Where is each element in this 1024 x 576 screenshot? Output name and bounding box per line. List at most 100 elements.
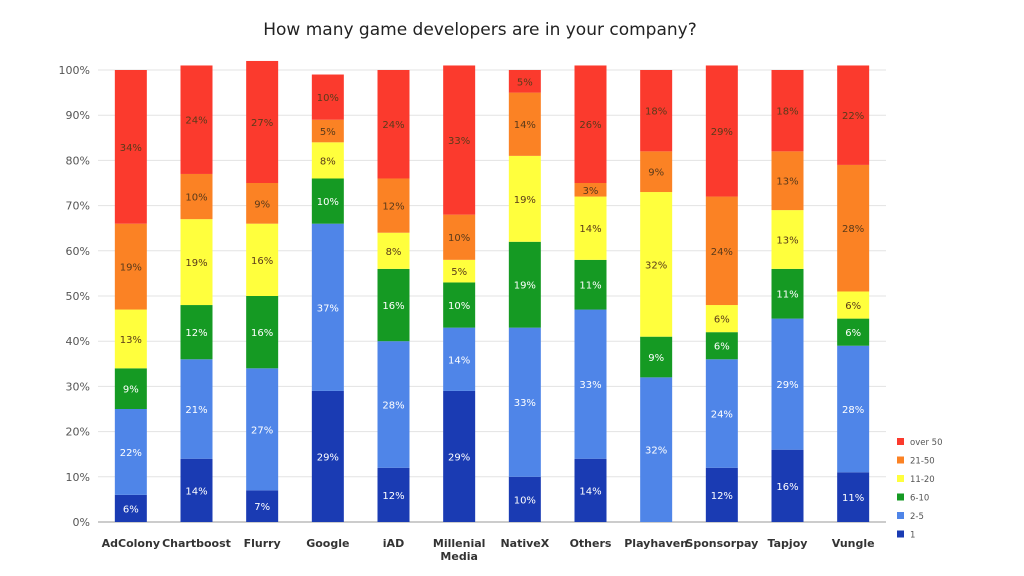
- bar-segment: [180, 458, 213, 522]
- bar-segment: [508, 92, 541, 156]
- y-tick-label: 30%: [66, 380, 90, 393]
- data-label: 29%: [776, 380, 798, 391]
- data-label: 33%: [579, 380, 601, 391]
- data-label: 27%: [251, 118, 273, 129]
- bar-segment: [377, 341, 410, 468]
- data-label: 6%: [123, 504, 139, 515]
- bar-segment: [443, 390, 476, 522]
- data-label: 19%: [514, 195, 536, 206]
- bar-segment: [508, 327, 541, 477]
- data-label: 14%: [579, 224, 601, 235]
- bar-segment: [443, 282, 476, 328]
- data-label: 8%: [320, 156, 336, 167]
- bar-segment: [311, 223, 344, 391]
- bar-segment: [771, 318, 804, 450]
- data-label: 32%: [645, 260, 667, 271]
- bar-segment: [443, 214, 476, 260]
- data-label: 18%: [645, 107, 667, 118]
- bar-segment: [705, 359, 738, 468]
- bar-segment: [640, 151, 673, 193]
- bar-segment: [114, 368, 147, 409]
- y-tick-label: 80%: [66, 154, 90, 167]
- bar-segment: [705, 305, 738, 333]
- data-label: 16%: [251, 256, 273, 267]
- data-label: 14%: [448, 355, 470, 366]
- legend-label: 11-20: [910, 475, 935, 485]
- data-label: 28%: [382, 400, 404, 411]
- bar-segment: [771, 70, 804, 152]
- bar-segment: [574, 458, 607, 522]
- legend-swatch: [897, 493, 904, 501]
- bar-segment: [508, 155, 541, 242]
- bar-segment: [180, 173, 213, 220]
- data-label: 28%: [842, 405, 864, 416]
- bar-segment: [837, 318, 870, 346]
- legend-label: 6-10: [910, 494, 929, 504]
- data-label: 10%: [448, 301, 470, 312]
- bar-segment: [377, 70, 410, 179]
- data-label: 9%: [254, 199, 270, 210]
- bar-segment: [180, 65, 213, 174]
- bar-segment: [771, 210, 804, 269]
- x-tick-label: Sponsorpay: [685, 537, 758, 550]
- bar-segment: [640, 377, 673, 522]
- bar-segment: [443, 327, 476, 391]
- data-label: 5%: [451, 267, 467, 278]
- bar-segment: [705, 196, 738, 306]
- legend-label: 21-50: [910, 457, 935, 467]
- legend-label: 2-5: [910, 512, 924, 522]
- bar-segment: [640, 336, 673, 378]
- bar-segment: [246, 490, 279, 522]
- bar-segment: [837, 164, 870, 292]
- data-label: 22%: [120, 448, 142, 459]
- x-tick-label: Millenial: [433, 537, 486, 550]
- bar-segment: [246, 368, 279, 491]
- bar-segment: [311, 74, 344, 120]
- data-label: 16%: [776, 482, 798, 493]
- bar-segment: [771, 268, 804, 319]
- data-label: 33%: [448, 136, 470, 147]
- x-tick-label: iAD: [383, 537, 404, 550]
- x-tick-label: Tapjoy: [768, 537, 808, 550]
- y-tick-label: 50%: [66, 290, 90, 303]
- bar-segment: [180, 219, 213, 306]
- bar-segment: [311, 119, 344, 143]
- y-tick-label: 60%: [66, 245, 90, 258]
- bar-segment: [114, 409, 147, 495]
- x-tick-label: Flurry: [244, 537, 281, 550]
- data-label: 19%: [120, 263, 142, 274]
- y-tick-label: 10%: [66, 471, 90, 484]
- bar-segment: [574, 309, 607, 459]
- data-label: 14%: [579, 486, 601, 497]
- data-label: 18%: [776, 107, 798, 118]
- data-label: 13%: [120, 335, 142, 346]
- bar-segment: [640, 192, 673, 337]
- bar-segment: [508, 70, 541, 93]
- bar-segment: [180, 359, 213, 459]
- bar-segment: [114, 70, 147, 224]
- data-label: 7%: [254, 502, 270, 513]
- bar-segment: [574, 183, 607, 197]
- data-label: 14%: [185, 486, 207, 497]
- bar-segment: [377, 178, 410, 233]
- data-label: 37%: [317, 303, 339, 314]
- y-tick-label: 40%: [66, 335, 90, 348]
- bar-segment: [246, 223, 279, 296]
- data-label: 29%: [711, 127, 733, 138]
- x-tick-label: AdColony: [102, 537, 160, 550]
- data-label: 21%: [185, 405, 207, 416]
- data-label: 6%: [845, 328, 861, 339]
- legend-swatch: [897, 438, 904, 445]
- data-label: 12%: [185, 328, 207, 339]
- data-label: 32%: [645, 446, 667, 457]
- legend-swatch: [897, 530, 904, 538]
- data-label: 13%: [776, 236, 798, 247]
- bar-segment: [574, 65, 607, 183]
- y-tick-label: 100%: [59, 64, 90, 77]
- bar-segment: [837, 472, 870, 522]
- bar-segment: [114, 494, 147, 522]
- bar-segment: [443, 65, 476, 215]
- legend-swatch: [897, 475, 904, 482]
- data-label: 9%: [648, 168, 664, 179]
